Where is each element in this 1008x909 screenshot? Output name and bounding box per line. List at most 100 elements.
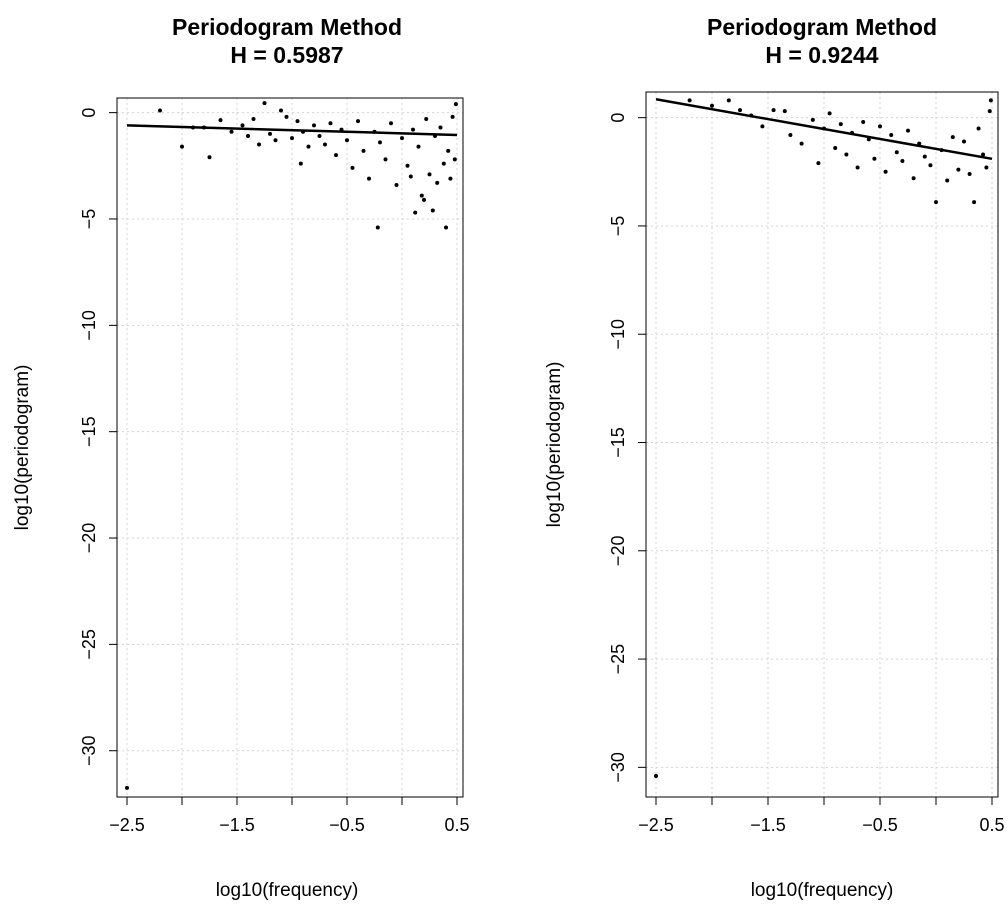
data-point	[972, 200, 977, 205]
data-point	[383, 157, 388, 162]
data-point	[956, 167, 961, 172]
y-tick-label: −30	[79, 735, 99, 766]
plot-frame	[645, 91, 999, 798]
data-point	[782, 109, 787, 114]
data-point	[430, 208, 435, 213]
data-point	[312, 123, 316, 128]
data-point	[883, 169, 888, 174]
data-point	[441, 161, 446, 166]
data-point	[987, 109, 992, 114]
data-point	[894, 150, 899, 155]
data-point	[298, 161, 303, 166]
data-point	[934, 200, 938, 205]
chart-title: Periodogram Method	[707, 14, 937, 40]
y-tick-label: −30	[608, 752, 628, 783]
data-point	[446, 148, 451, 153]
y-tick-label: −5	[608, 216, 628, 237]
data-point	[799, 141, 804, 146]
data-point	[861, 119, 866, 124]
data-point	[726, 98, 731, 103]
data-point	[448, 176, 453, 181]
data-point	[687, 98, 692, 103]
data-point	[416, 144, 421, 149]
data-point	[984, 165, 989, 170]
data-point	[911, 176, 916, 181]
data-point	[444, 225, 448, 230]
x-tick-label: −1.5	[219, 815, 255, 835]
data-point	[424, 117, 429, 122]
x-tick-label: −1.5	[750, 815, 786, 835]
data-point	[394, 182, 399, 187]
data-point	[967, 171, 972, 176]
data-point	[279, 108, 283, 113]
data-point	[810, 117, 815, 122]
data-point	[317, 134, 322, 139]
data-point	[361, 148, 366, 153]
data-point	[378, 140, 382, 145]
data-point	[452, 157, 457, 162]
data-point	[976, 126, 981, 131]
data-point	[328, 121, 333, 126]
y-tick-label: −25	[79, 629, 99, 660]
data-point	[180, 144, 184, 149]
x-axis-label: log10(frequency)	[751, 880, 894, 901]
data-point	[218, 118, 223, 123]
fit-line	[655, 98, 993, 161]
data-point	[738, 108, 742, 113]
data-point	[251, 117, 256, 122]
data-point	[240, 123, 245, 128]
data-point	[827, 111, 832, 116]
data-point	[350, 165, 355, 170]
data-point	[323, 142, 327, 147]
data-point	[922, 154, 927, 159]
y-axis-label: log10(periodogram)	[544, 362, 565, 528]
data-point	[246, 134, 250, 139]
y-tick-label: −25	[608, 644, 628, 675]
data-point	[760, 124, 765, 129]
x-tick-label: −2.5	[109, 815, 145, 835]
fit-line	[126, 124, 458, 137]
data-point	[889, 132, 894, 137]
data-point	[229, 129, 234, 134]
x-tick-label: 0.5	[979, 815, 1004, 835]
data-point	[375, 225, 380, 230]
x-tick-label: −2.5	[638, 815, 674, 835]
y-tick-label: −10	[608, 319, 628, 350]
data-point	[710, 103, 714, 108]
y-tick-label: −20	[79, 523, 99, 554]
chart-title: Periodogram Method	[172, 14, 402, 40]
y-tick-label: −15	[608, 427, 628, 458]
data-point	[413, 210, 418, 215]
data-point	[816, 161, 821, 166]
data-point	[345, 138, 349, 143]
x-tick-label: −0.5	[329, 815, 365, 835]
chart-subtitle: H = 0.9244	[765, 42, 878, 68]
y-tick-label: −10	[79, 310, 99, 341]
data-point	[405, 163, 410, 168]
data-point	[389, 121, 393, 126]
x-axis-label: log10(frequency)	[216, 880, 359, 901]
data-point	[334, 153, 338, 158]
data-point	[268, 131, 272, 136]
data-point	[435, 180, 440, 185]
data-point	[400, 136, 404, 141]
y-axis-label: log10(periodogram)	[12, 365, 33, 531]
y-tick-label: −20	[608, 536, 628, 567]
data-point	[367, 176, 371, 181]
data-point	[453, 102, 458, 107]
data-point	[158, 108, 162, 113]
y-tick-label: 0	[79, 108, 99, 118]
chart-subtitle: H = 0.5987	[230, 42, 343, 68]
data-point	[290, 136, 294, 141]
data-point	[408, 174, 413, 179]
data-point	[945, 178, 950, 183]
data-point	[273, 138, 278, 143]
data-point	[262, 101, 267, 106]
data-point	[419, 193, 424, 198]
data-point	[855, 165, 860, 170]
data-point	[906, 128, 910, 133]
data-point	[125, 785, 129, 790]
